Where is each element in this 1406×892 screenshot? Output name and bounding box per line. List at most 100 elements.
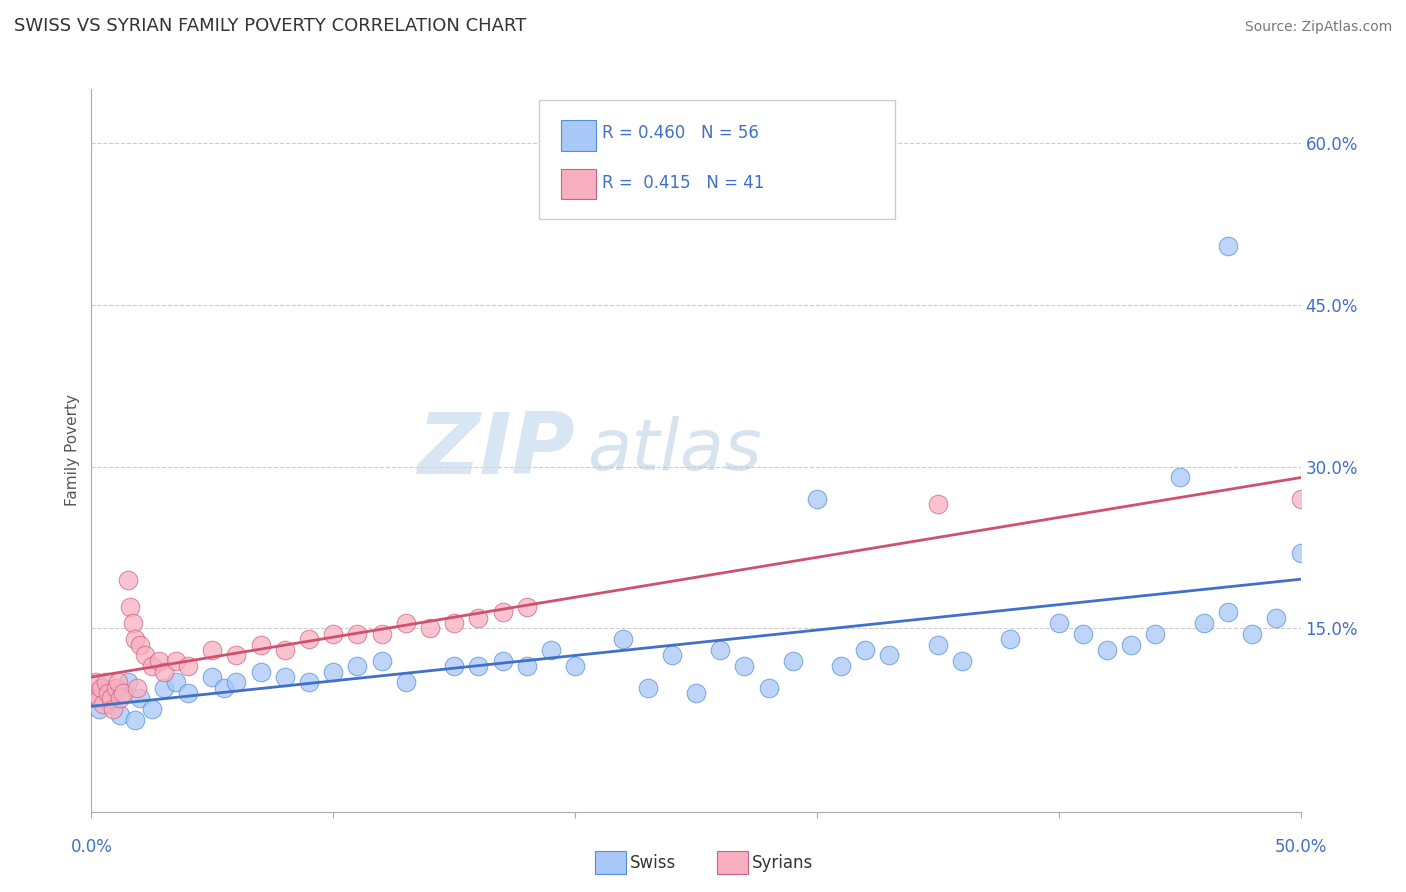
Text: Swiss: Swiss [630,854,676,871]
Point [612,632,634,647]
Point [1071,627,1094,641]
Point [104,686,127,700]
Point [274,643,297,657]
Point [83,691,105,706]
Point [225,648,247,663]
Point [100,691,122,706]
Text: SWISS VS SYRIAN FAMILY POVERTY CORRELATION CHART: SWISS VS SYRIAN FAMILY POVERTY CORRELATI… [14,17,526,35]
Point [540,643,562,657]
Point [950,654,973,668]
FancyBboxPatch shape [538,100,896,219]
Point [491,654,513,668]
Point [134,648,156,663]
Point [879,648,901,663]
Point [927,497,949,511]
Point [93,697,115,711]
Point [685,686,707,700]
Point [1168,470,1191,484]
Point [564,659,586,673]
Point [128,638,150,652]
Point [370,654,392,668]
Point [83,686,105,700]
Point [927,638,949,652]
Point [84,675,107,690]
Point [395,615,418,630]
Point [419,621,441,635]
Point [516,599,538,614]
Point [225,675,247,690]
Point [97,686,120,700]
Point [370,627,392,641]
Point [141,659,163,673]
Point [101,702,124,716]
Point [467,610,489,624]
Y-axis label: Family Poverty: Family Poverty [65,394,80,507]
Point [165,654,187,668]
Point [127,681,149,695]
Text: 50.0%: 50.0% [1274,838,1327,855]
Point [733,659,755,673]
Point [117,675,139,690]
Point [298,632,321,647]
Point [87,702,110,716]
Point [274,670,297,684]
Point [148,654,170,668]
Point [1241,627,1264,641]
Point [107,675,129,690]
Point [87,691,110,706]
Point [1144,627,1167,641]
Point [1216,238,1239,252]
Point [94,675,117,690]
Point [249,638,271,652]
Point [128,691,150,706]
Point [637,681,659,695]
Point [516,659,538,673]
Point [117,573,139,587]
Point [121,615,143,630]
Point [249,665,271,679]
Point [1192,615,1215,630]
Point [100,697,122,711]
Point [322,665,344,679]
Point [1289,491,1312,506]
Point [806,491,828,506]
FancyBboxPatch shape [561,120,596,151]
Point [709,643,731,657]
Text: ZIP: ZIP [418,409,575,492]
Text: R = 0.460   N = 56: R = 0.460 N = 56 [602,124,758,142]
Point [93,681,115,695]
Text: 0.0%: 0.0% [70,838,112,855]
Point [1289,546,1312,560]
FancyBboxPatch shape [561,169,596,199]
Point [1000,632,1022,647]
Point [120,599,142,614]
Point [758,681,780,695]
Point [661,648,683,663]
Point [124,632,146,647]
Point [214,681,236,695]
Point [298,675,321,690]
Point [1047,615,1070,630]
Point [322,627,344,641]
Point [395,675,418,690]
Text: R =  0.415   N = 41: R = 0.415 N = 41 [602,174,763,192]
Point [1121,638,1143,652]
Point [491,605,513,619]
Point [201,643,224,657]
Point [153,665,176,679]
Point [1095,643,1118,657]
Point [111,686,134,700]
Point [346,627,368,641]
Text: atlas: atlas [588,416,762,485]
Point [90,681,112,695]
Point [1216,605,1239,619]
Point [153,681,176,695]
Point [830,659,852,673]
Point [853,643,876,657]
Point [165,675,187,690]
Point [201,670,224,684]
Point [110,707,132,722]
Point [443,659,465,673]
Text: Syrians: Syrians [752,854,814,871]
Point [177,686,200,700]
